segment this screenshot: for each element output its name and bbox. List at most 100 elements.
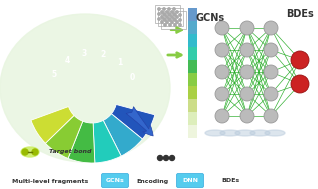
Circle shape (158, 8, 160, 10)
Circle shape (176, 11, 178, 13)
Circle shape (164, 14, 166, 16)
Circle shape (176, 21, 178, 23)
Circle shape (264, 65, 278, 79)
Circle shape (291, 75, 309, 93)
Circle shape (168, 18, 170, 20)
Circle shape (171, 21, 173, 23)
Circle shape (264, 109, 278, 123)
Circle shape (291, 51, 309, 69)
FancyArrowPatch shape (171, 27, 182, 33)
Circle shape (169, 24, 171, 26)
Text: BDEs: BDEs (286, 9, 314, 19)
Text: 3: 3 (82, 49, 87, 58)
Circle shape (163, 13, 165, 15)
Bar (188, 47, 197, 60)
Bar (188, 112, 197, 125)
Circle shape (157, 156, 162, 160)
Circle shape (179, 24, 181, 26)
Circle shape (164, 19, 166, 21)
Circle shape (173, 13, 175, 15)
Circle shape (171, 11, 173, 13)
Bar (188, 34, 197, 47)
Text: 4: 4 (64, 56, 70, 65)
Text: Encoding: Encoding (136, 178, 168, 184)
Circle shape (173, 8, 175, 10)
Circle shape (240, 43, 254, 57)
Circle shape (179, 19, 181, 21)
Circle shape (163, 18, 165, 20)
Circle shape (168, 8, 170, 10)
Circle shape (169, 14, 171, 16)
Circle shape (174, 14, 176, 16)
Ellipse shape (235, 130, 255, 136)
Bar (188, 73, 197, 86)
Text: BDEs: BDEs (221, 178, 239, 184)
Circle shape (166, 16, 168, 18)
Ellipse shape (0, 14, 170, 162)
Circle shape (158, 18, 160, 20)
Wedge shape (111, 105, 155, 139)
Wedge shape (93, 120, 121, 163)
Wedge shape (45, 115, 83, 158)
Circle shape (215, 109, 229, 123)
Ellipse shape (250, 130, 270, 136)
Text: GCNs: GCNs (106, 178, 124, 184)
Text: 5: 5 (51, 70, 56, 79)
Circle shape (171, 16, 173, 18)
Circle shape (215, 43, 229, 57)
Circle shape (161, 11, 163, 13)
Circle shape (240, 87, 254, 101)
Text: GCNs: GCNs (196, 13, 225, 23)
Circle shape (32, 149, 38, 155)
Circle shape (169, 19, 171, 21)
Circle shape (179, 14, 181, 16)
Circle shape (215, 21, 229, 35)
Ellipse shape (220, 130, 240, 136)
Circle shape (161, 16, 163, 18)
Circle shape (164, 24, 166, 26)
Circle shape (240, 109, 254, 123)
Circle shape (168, 13, 170, 15)
Wedge shape (103, 114, 142, 156)
Circle shape (174, 19, 176, 21)
Wedge shape (68, 121, 95, 163)
Circle shape (240, 65, 254, 79)
Circle shape (169, 156, 175, 160)
Circle shape (174, 24, 176, 26)
Bar (188, 86, 197, 99)
Bar (161, 11, 186, 29)
Bar (188, 60, 197, 73)
Wedge shape (31, 107, 74, 143)
Circle shape (166, 21, 168, 23)
Circle shape (240, 21, 254, 35)
Circle shape (176, 16, 178, 18)
Circle shape (264, 43, 278, 57)
Bar (158, 8, 183, 26)
Circle shape (161, 21, 163, 23)
Text: Target bond: Target bond (49, 149, 91, 154)
Ellipse shape (265, 130, 285, 136)
Ellipse shape (21, 147, 39, 157)
Text: Multi-level fragments: Multi-level fragments (12, 178, 88, 184)
Circle shape (264, 87, 278, 101)
Text: DNN: DNN (182, 178, 198, 184)
FancyBboxPatch shape (176, 174, 204, 187)
Circle shape (163, 8, 165, 10)
Text: 2: 2 (101, 50, 106, 59)
Bar (188, 125, 197, 138)
Bar (188, 21, 197, 34)
Circle shape (166, 11, 168, 13)
Circle shape (173, 18, 175, 20)
FancyBboxPatch shape (101, 174, 128, 187)
Circle shape (215, 65, 229, 79)
Circle shape (264, 21, 278, 35)
Circle shape (163, 156, 169, 160)
Bar (188, 8, 197, 21)
Bar (188, 99, 197, 112)
Circle shape (22, 149, 28, 155)
Text: 0: 0 (129, 73, 135, 82)
Circle shape (158, 13, 160, 15)
Circle shape (215, 87, 229, 101)
Text: 1: 1 (118, 58, 123, 67)
Bar (155, 5, 180, 23)
